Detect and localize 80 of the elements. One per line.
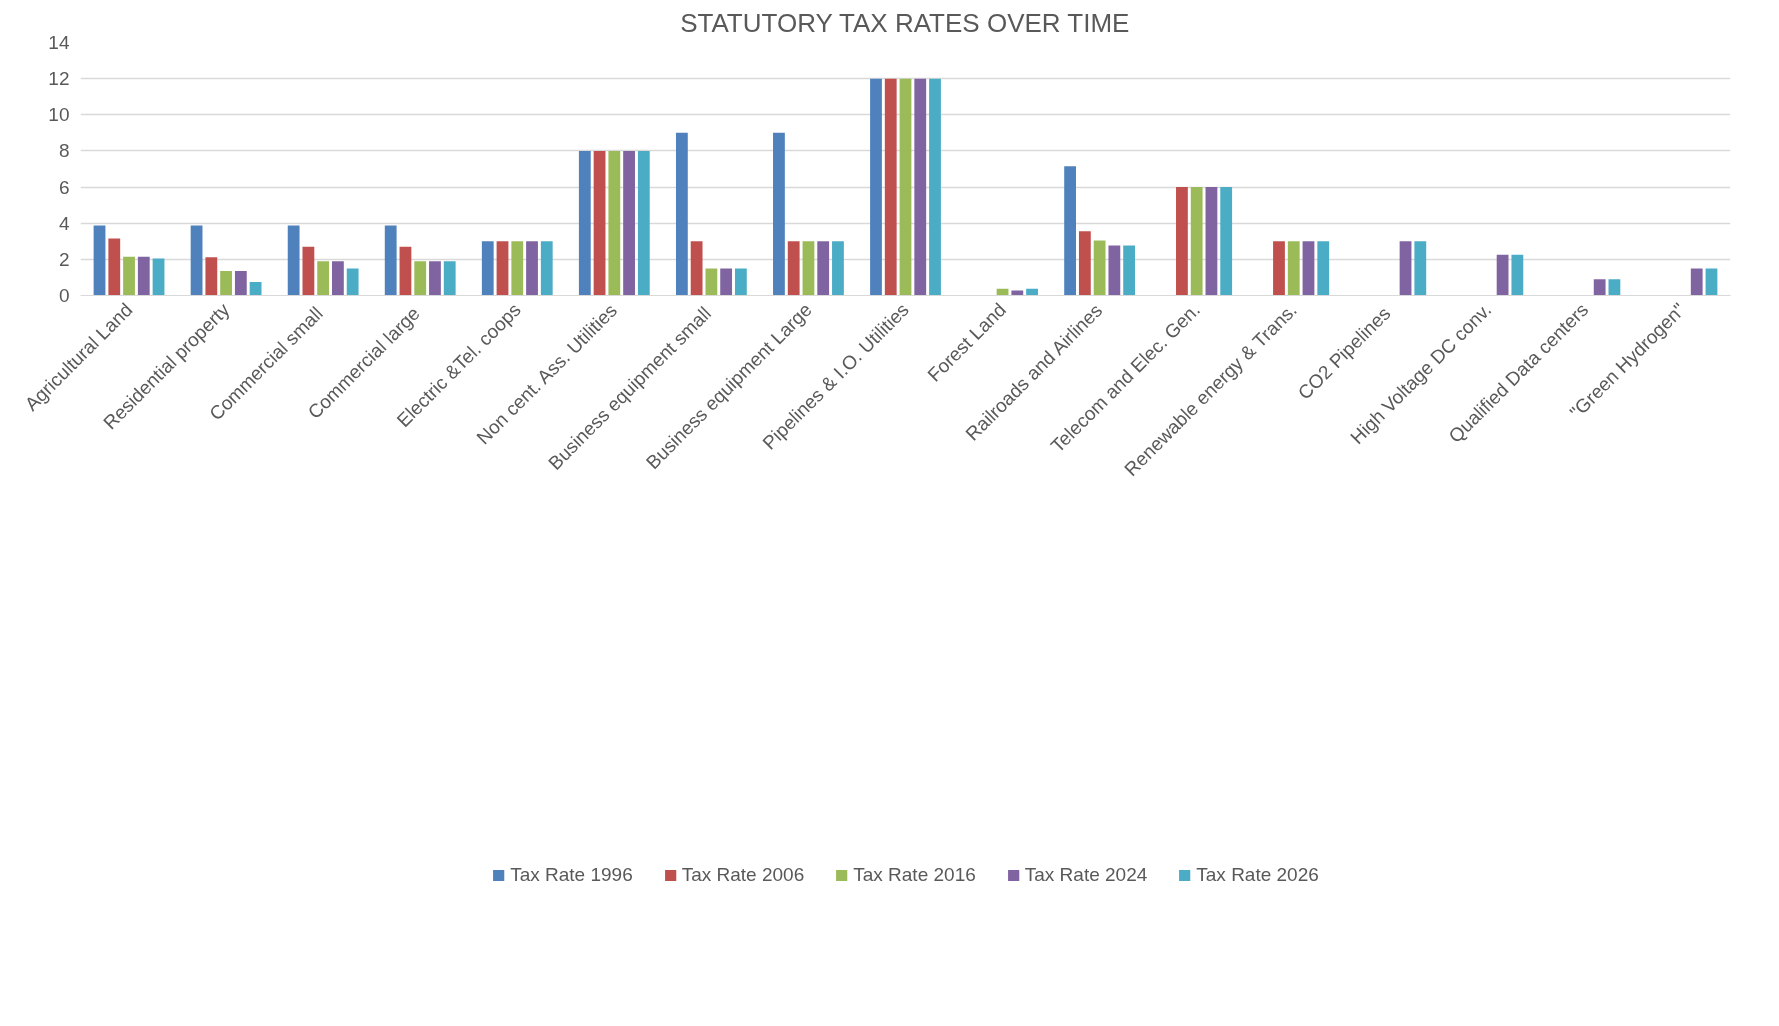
bar xyxy=(929,78,941,296)
bar xyxy=(817,241,830,296)
bar xyxy=(1690,268,1703,296)
bar xyxy=(1108,245,1121,296)
bar xyxy=(1220,187,1233,296)
bar xyxy=(1123,245,1136,296)
bar xyxy=(608,150,621,296)
bar xyxy=(914,78,927,296)
bar xyxy=(481,241,494,296)
bar xyxy=(414,261,427,296)
bar xyxy=(623,150,635,296)
bar xyxy=(1608,279,1621,296)
bar xyxy=(720,268,733,296)
bar xyxy=(734,268,747,296)
bar xyxy=(690,241,703,296)
bar xyxy=(332,261,344,296)
bar xyxy=(540,241,553,296)
bar xyxy=(1176,187,1188,296)
bar xyxy=(429,261,441,296)
legend-label: Tax Rate 2006 xyxy=(681,863,805,886)
bar xyxy=(302,246,315,296)
bar xyxy=(93,225,106,296)
legend-label: Tax Rate 2026 xyxy=(1196,863,1319,886)
bar xyxy=(593,150,606,296)
bar xyxy=(317,261,330,296)
bar xyxy=(287,225,300,296)
bar xyxy=(1205,187,1218,296)
y-tick-label: 8 xyxy=(58,140,70,162)
bar xyxy=(205,257,218,296)
bar xyxy=(496,241,509,296)
legend-label: Tax Rate 1996 xyxy=(510,863,633,886)
bar xyxy=(773,132,785,296)
bar xyxy=(705,268,718,296)
y-tick-label: 6 xyxy=(58,176,70,198)
bar xyxy=(884,78,897,296)
bar xyxy=(108,238,121,296)
bar xyxy=(384,225,397,296)
bar xyxy=(220,271,232,296)
y-tick-label: 12 xyxy=(48,68,70,90)
bar xyxy=(802,241,815,296)
bar xyxy=(123,256,135,296)
bar xyxy=(832,241,844,296)
bar xyxy=(1399,241,1412,296)
bar xyxy=(526,241,538,296)
bar xyxy=(1593,279,1606,296)
bar xyxy=(1317,241,1330,296)
bar xyxy=(1302,241,1315,296)
bar xyxy=(1093,240,1106,296)
bar xyxy=(1511,254,1524,296)
bar xyxy=(787,241,800,296)
bar xyxy=(152,258,165,296)
bar xyxy=(443,261,456,296)
bar xyxy=(1026,288,1038,296)
bar xyxy=(399,246,412,296)
bar xyxy=(1287,241,1300,296)
bar xyxy=(1064,166,1077,296)
chart-title: STATUTORY TAX RATES OVER TIME xyxy=(680,7,1130,38)
bar xyxy=(1414,241,1427,296)
bar xyxy=(346,268,359,296)
bar xyxy=(637,150,650,296)
bar xyxy=(1273,241,1285,296)
bar xyxy=(511,241,524,296)
y-tick-label: 14 xyxy=(48,32,70,53)
bar xyxy=(1078,231,1091,296)
bar xyxy=(1190,187,1203,296)
bar xyxy=(1705,268,1718,296)
bar xyxy=(578,150,591,296)
bar xyxy=(234,271,247,296)
bar xyxy=(190,225,203,296)
legend-label: Tax Rate 2024 xyxy=(1024,863,1148,886)
y-tick-label: 2 xyxy=(58,248,70,270)
legend-label: Tax Rate 2016 xyxy=(853,863,976,886)
y-tick-label: 4 xyxy=(58,212,70,234)
bar xyxy=(870,78,882,296)
bar xyxy=(137,256,150,296)
bar xyxy=(899,78,912,296)
y-tick-label: 0 xyxy=(58,285,70,306)
y-tick-label: 10 xyxy=(48,104,70,126)
bar xyxy=(1496,254,1509,296)
bar xyxy=(675,132,688,296)
